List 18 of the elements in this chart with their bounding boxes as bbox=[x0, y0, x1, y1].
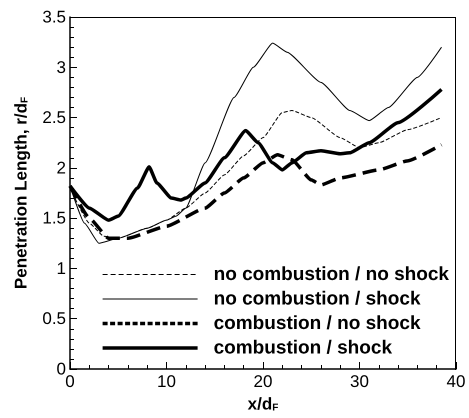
legend-label: combustion / shock bbox=[214, 338, 392, 358]
y-tick-label: 3.5 bbox=[42, 8, 66, 26]
y-tick-label: 1.5 bbox=[42, 208, 66, 228]
legend-label: no combustion / shock bbox=[214, 288, 421, 310]
x-axis-title: x/dF bbox=[248, 394, 278, 414]
x-tick-label: 20 bbox=[254, 372, 272, 391]
x-tick-label: 10 bbox=[157, 372, 176, 391]
legend-label: no combustion / no shock bbox=[214, 264, 450, 285]
legend-label: combustion / no shock bbox=[214, 313, 421, 334]
y-tick-label: 3 bbox=[56, 58, 66, 77]
y-tick-label: 2.5 bbox=[42, 108, 66, 128]
y-tick-label: 1 bbox=[56, 258, 66, 278]
y-axis-title: Penetration Length, r/dF bbox=[12, 96, 30, 290]
y-tick-label: 0 bbox=[56, 360, 66, 378]
y-tick-label: 0.5 bbox=[42, 309, 66, 328]
x-tick-label: 40 bbox=[446, 372, 466, 391]
x-tick-label: 30 bbox=[350, 372, 369, 391]
y-tick-label: 2 bbox=[56, 158, 66, 178]
